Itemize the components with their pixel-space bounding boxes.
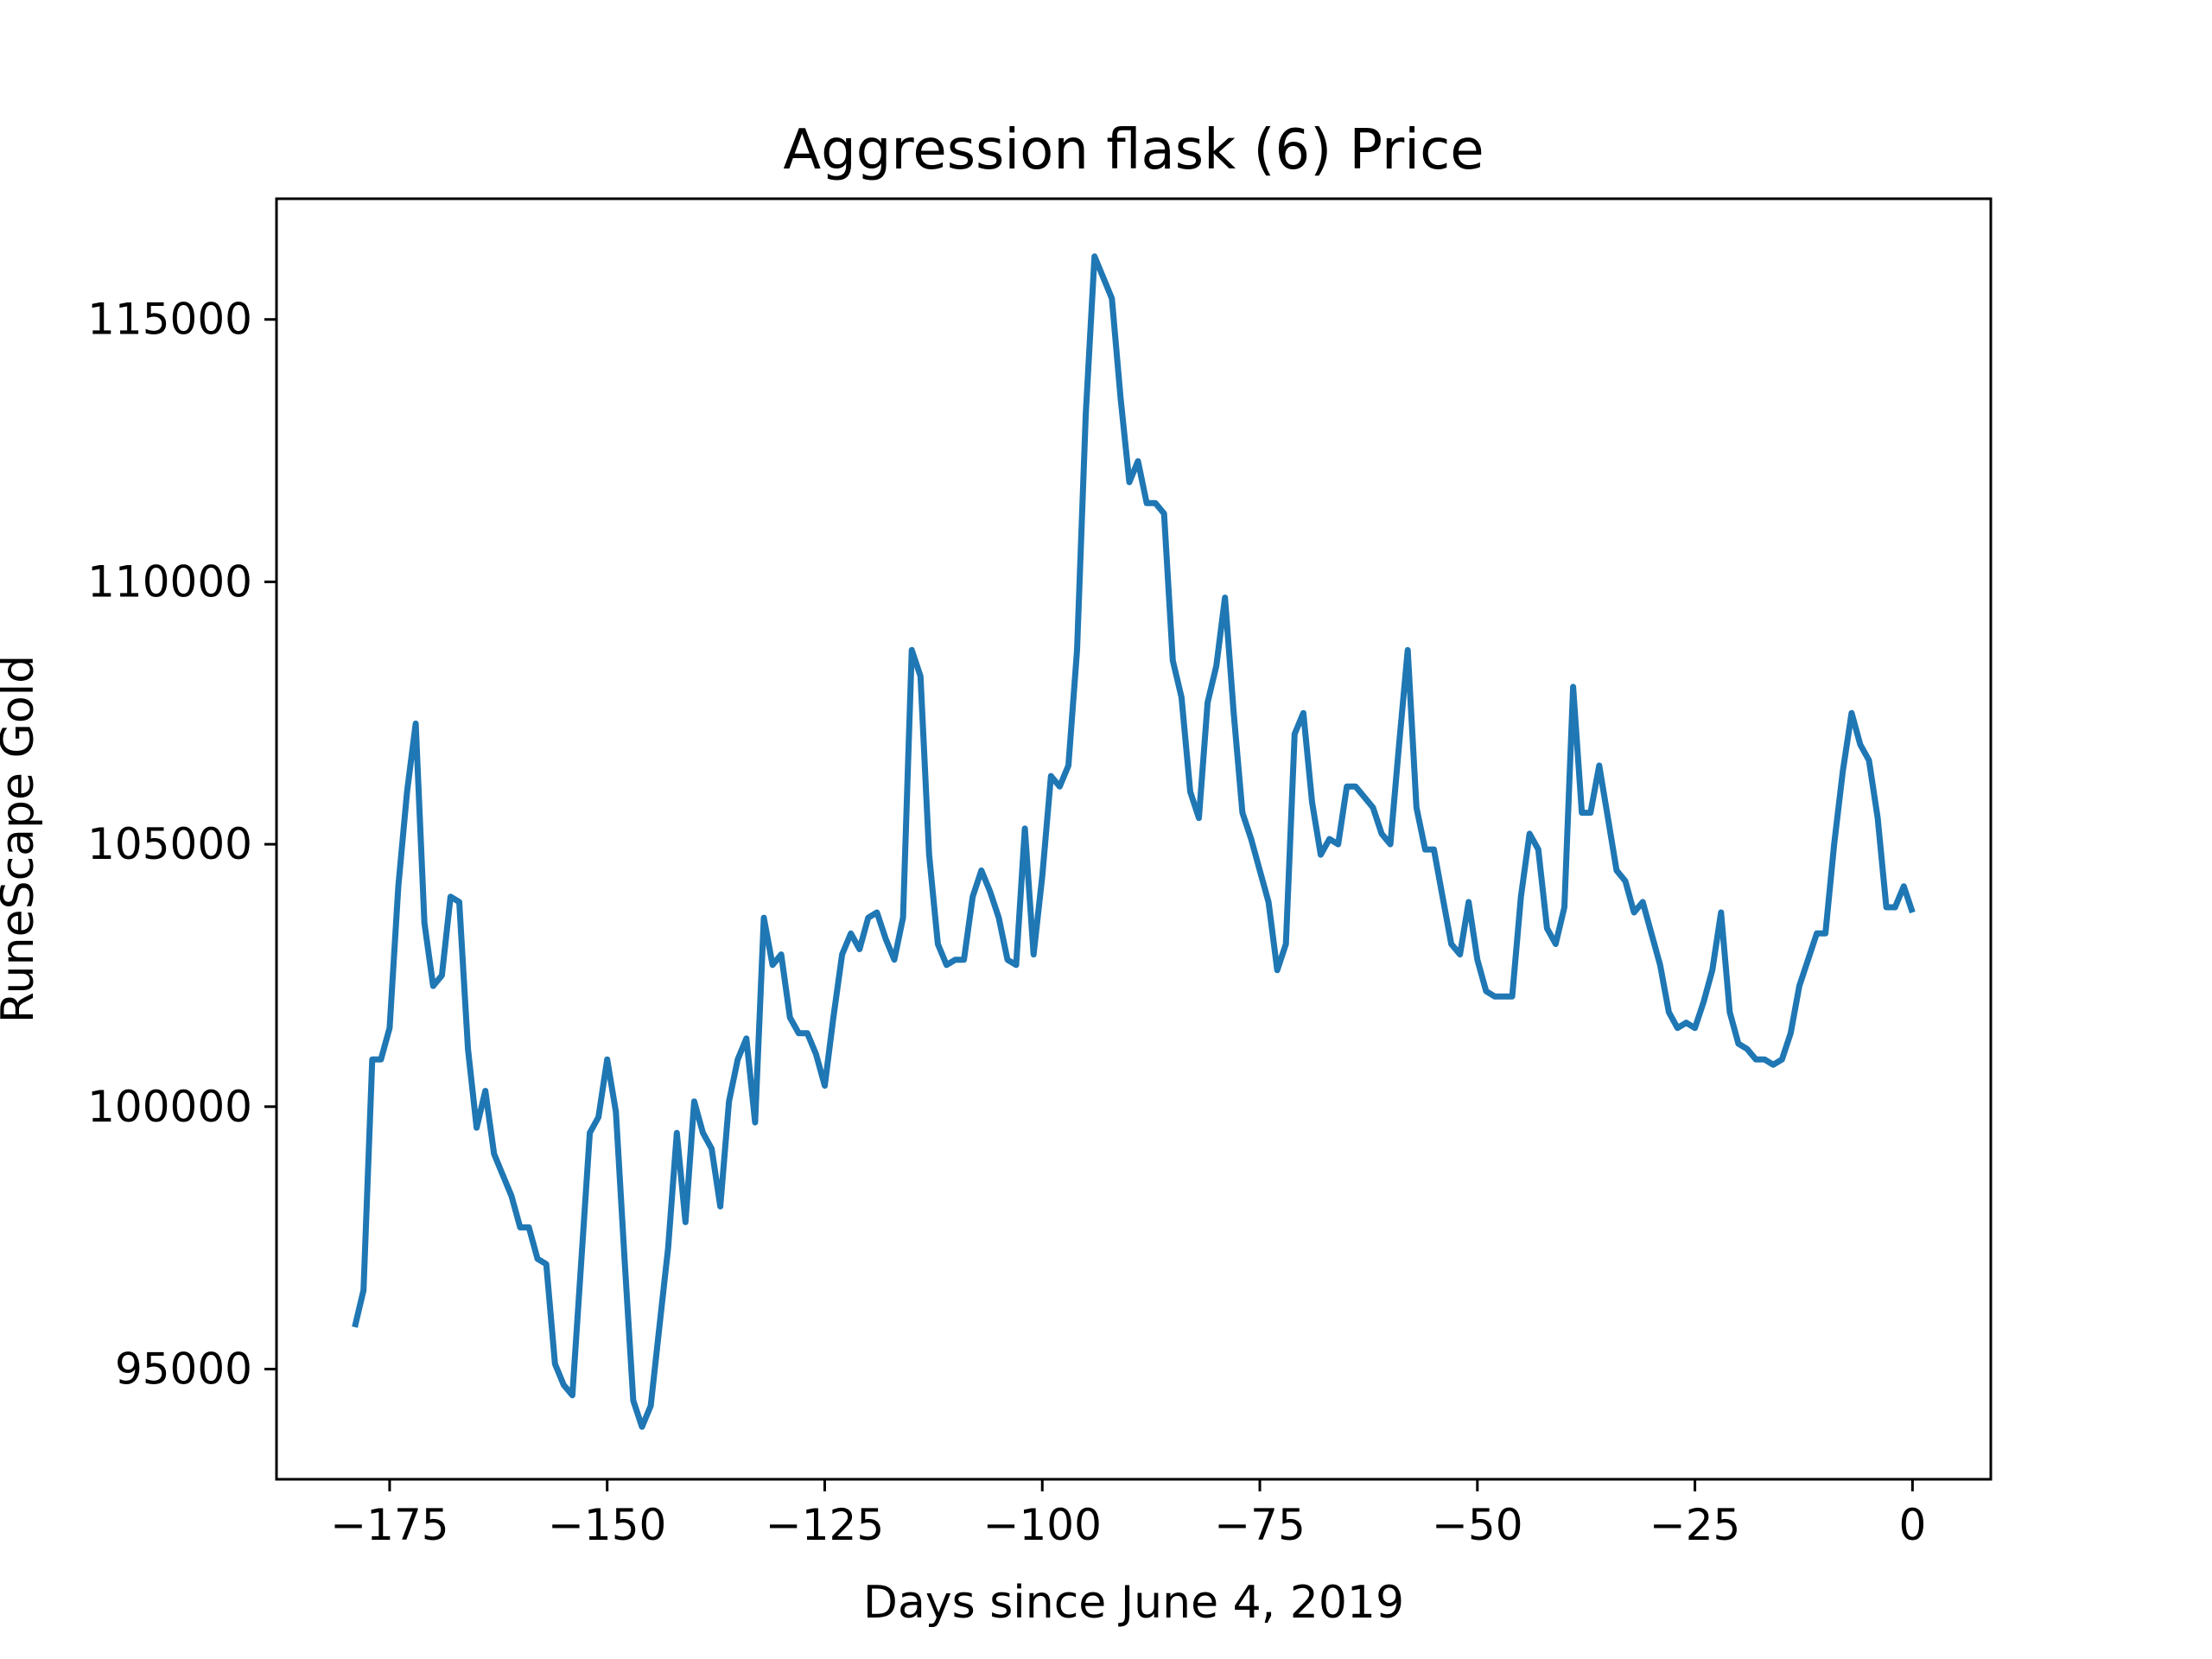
y-tick-label: 115000 (87, 295, 252, 345)
x-tick-label: −50 (1432, 1500, 1523, 1550)
plot-frame (275, 197, 1993, 1481)
x-axis-label: Days since June 4, 2019 (863, 1577, 1404, 1629)
y-tick-label: 95000 (115, 1344, 252, 1394)
y-tick-label: 110000 (87, 556, 252, 607)
x-tick-label: 0 (1898, 1500, 1926, 1550)
x-axis-ticks: −175 −150 −125 −100 −75 −50 −25 0 (330, 1479, 1926, 1550)
plot-area (352, 253, 1916, 1430)
y-tick-label: 105000 (87, 819, 252, 869)
x-tick-label: −75 (1214, 1500, 1306, 1550)
price-series-line (352, 253, 1916, 1430)
y-axis-label: RuneScape Gold (0, 655, 44, 1023)
x-tick-label: −100 (983, 1500, 1102, 1550)
chart-title: Aggression flask (6) Price (783, 118, 1484, 182)
x-tick-label: −25 (1649, 1500, 1741, 1550)
x-tick-label: −150 (548, 1500, 666, 1550)
y-tick-label: 100000 (87, 1082, 252, 1132)
x-tick-label: −175 (330, 1500, 448, 1550)
y-axis-ticks: 95000 100000 105000 110000 115000 (87, 295, 276, 1394)
x-tick-label: −125 (766, 1500, 884, 1550)
